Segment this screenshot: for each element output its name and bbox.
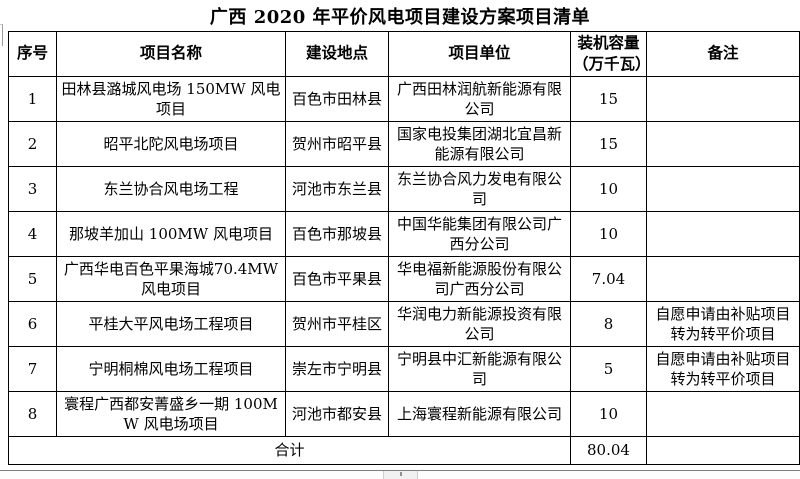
row-location: 贺州市昭平县 <box>285 120 389 167</box>
row-capacity: 10 <box>570 210 647 257</box>
row-unit: 东兰协合风力发电有限公司 <box>388 165 571 212</box>
row-project-name: 广西华电百色平果海城70.4MW风电项目 <box>56 255 286 302</box>
row-project-name: 那坡羊加山 100MW 风电项目 <box>56 210 286 257</box>
table-row: 7 宁明桐棉风电场工程项目 崇左市宁明县 宁明县中汇新能源有限公司 5 自愿申请… <box>8 345 800 392</box>
table-row: 3 东兰协合风电场工程 河池市东兰县 东兰协合风力发电有限公司 10 <box>8 165 800 212</box>
row-remark <box>646 120 800 167</box>
header-project-name: 项目名称 <box>56 31 286 77</box>
row-location: 河池市东兰县 <box>285 165 389 212</box>
row-no: 7 <box>8 345 57 392</box>
row-unit: 中国华能集团有限公司广西分公司 <box>388 210 571 257</box>
row-location: 百色市平果县 <box>285 255 389 302</box>
total-capacity: 80.04 <box>570 435 647 465</box>
row-no: 6 <box>8 300 57 347</box>
row-location: 崇左市宁明县 <box>285 345 389 392</box>
row-project-name: 平桂大平风电场工程项目 <box>56 300 286 347</box>
row-remark <box>646 210 800 257</box>
table-footer-row: 合计 80.04 <box>8 435 800 465</box>
project-list-table: 序号 项目名称 建设地点 项目单位 装机容量 （万千瓦） 备注 1 田林县潞城风… <box>8 31 800 465</box>
row-unit: 广西田林润航新能源有限公司 <box>388 75 571 122</box>
table-row: 2 昭平北陀风电场项目 贺州市昭平县 国家电投集团湖北宜昌新能源有限公司 15 <box>8 120 800 167</box>
row-capacity: 5 <box>570 345 647 392</box>
row-project-name: 东兰协合风电场工程 <box>56 165 286 212</box>
row-remark <box>646 390 800 437</box>
table-header-row: 序号 项目名称 建设地点 项目单位 装机容量 （万千瓦） 备注 <box>8 31 800 77</box>
row-remark: 自愿申请由补贴项目转为转平价项目 <box>646 300 800 347</box>
page-bottom-border <box>0 470 800 471</box>
total-label: 合计 <box>8 435 571 465</box>
header-location: 建设地点 <box>285 31 389 77</box>
table-row: 8 寰程广西都安菁盛乡一期 100MW 风电场项目 河池市都安县 上海寰程新能源… <box>8 390 800 437</box>
row-unit: 华电福新能源股份有限公司广西分公司 <box>388 255 571 302</box>
table-row: 6 平桂大平风电场工程项目 贺州市平桂区 华润电力新能源投资有限公司 8 自愿申… <box>8 300 800 347</box>
row-remark: 自愿申请由补贴项目转为转平价项目 <box>646 345 800 392</box>
table-body: 1 田林县潞城风电场 150MW 风电项目 百色市田林县 广西田林润航新能源有限… <box>8 75 800 437</box>
row-no: 4 <box>8 210 57 257</box>
header-capacity: 装机容量 （万千瓦） <box>570 31 647 77</box>
row-capacity: 8 <box>570 300 647 347</box>
row-capacity: 7.04 <box>570 255 647 302</box>
row-location: 贺州市平桂区 <box>285 300 389 347</box>
row-project-name: 田林县潞城风电场 150MW 风电项目 <box>56 75 286 122</box>
header-remark: 备注 <box>646 31 800 77</box>
window-edge-fragment <box>0 24 3 46</box>
row-unit: 国家电投集团湖北宜昌新能源有限公司 <box>388 120 571 167</box>
row-capacity: 10 <box>570 390 647 437</box>
row-remark <box>646 255 800 302</box>
row-capacity: 15 <box>570 75 647 122</box>
row-remark <box>646 165 800 212</box>
row-location: 河池市都安县 <box>285 390 389 437</box>
row-location: 百色市那坡县 <box>285 210 389 257</box>
row-project-name: 寰程广西都安菁盛乡一期 100MW 风电场项目 <box>56 390 286 437</box>
row-unit: 上海寰程新能源有限公司 <box>388 390 571 437</box>
row-capacity: 15 <box>570 120 647 167</box>
scroll-handle-grip-icon <box>399 472 402 476</box>
row-location: 百色市田林县 <box>285 75 389 122</box>
row-project-name: 昭平北陀风电场项目 <box>56 120 286 167</box>
scroll-handle[interactable] <box>383 471 418 479</box>
row-unit: 华润电力新能源投资有限公司 <box>388 300 571 347</box>
table-row: 1 田林县潞城风电场 150MW 风电项目 百色市田林县 广西田林润航新能源有限… <box>8 75 800 122</box>
header-no: 序号 <box>8 31 57 77</box>
header-unit: 项目单位 <box>388 31 571 77</box>
row-no: 8 <box>8 390 57 437</box>
row-no: 1 <box>8 75 57 122</box>
row-no: 5 <box>8 255 57 302</box>
row-unit: 宁明县中汇新能源有限公司 <box>388 345 571 392</box>
table-row: 4 那坡羊加山 100MW 风电项目 百色市那坡县 中国华能集团有限公司广西分公… <box>8 210 800 257</box>
page-title: 广西 2020 年平价风电项目建设方案项目清单 <box>209 7 591 28</box>
row-no: 3 <box>8 165 57 212</box>
table-row: 5 广西华电百色平果海城70.4MW风电项目 百色市平果县 华电福新能源股份有限… <box>8 255 800 302</box>
row-project-name: 宁明桐棉风电场工程项目 <box>56 345 286 392</box>
row-no: 2 <box>8 120 57 167</box>
total-remark <box>646 435 800 465</box>
row-remark <box>646 75 800 122</box>
row-capacity: 10 <box>570 165 647 212</box>
